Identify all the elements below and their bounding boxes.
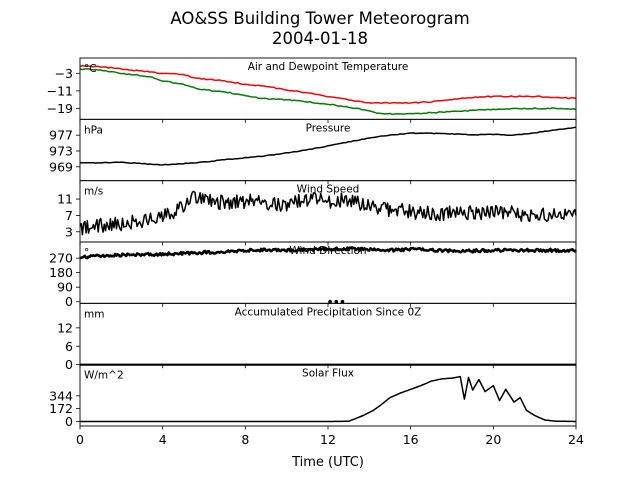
series-line-0: [79, 190, 577, 236]
y-tick-label: 344: [49, 388, 73, 403]
y-tick-label: 11: [57, 192, 73, 207]
panel-unit: mm: [84, 308, 104, 320]
panel-unit: W/m^2: [84, 370, 124, 382]
y-tick-label: 3: [65, 224, 73, 239]
panel-unit: °: [84, 247, 89, 259]
figure-date: 2004-01-18: [272, 29, 368, 48]
panels: −3 −11 −19 Air and Dewpoint Temperature °C 97…: [47, 57, 584, 447]
panel-title: Pressure: [306, 122, 351, 134]
y-tick-label: 7: [65, 208, 73, 223]
y-tick-label: −3: [55, 66, 73, 81]
x-tick-label: 24: [568, 432, 584, 447]
panel-title: Wind Speed: [297, 184, 360, 196]
y-tick-label: 973: [49, 143, 73, 158]
y-tick-label: −19: [47, 101, 73, 116]
y-tick-label: −11: [47, 83, 73, 98]
y-tick-label: 977: [49, 128, 73, 143]
x-axis-label: Time (UTC): [291, 455, 364, 470]
x-tick-label: 0: [76, 432, 84, 447]
series-line-0: [79, 126, 577, 166]
panel-4: 12 6 0 Accumulated Precipitation Since 0Z mm: [57, 302, 577, 372]
panel-title: Accumulated Precipitation Since 0Z: [235, 306, 422, 318]
panel-0: −3 −11 −19 Air and Dewpoint Temperature °C: [47, 57, 577, 123]
panel-unit: hPa: [84, 124, 103, 136]
y-tick-label: 172: [49, 401, 73, 416]
panel-title: Air and Dewpoint Temperature: [248, 61, 409, 73]
data-point: [334, 299, 339, 304]
data-point: [340, 299, 345, 304]
y-tick-label: 0: [65, 414, 73, 429]
x-tick-label: 8: [241, 432, 249, 447]
panel-title: Wind Direction: [289, 245, 366, 257]
y-tick-label: 0: [65, 357, 73, 372]
series-line-0: [79, 65, 577, 105]
y-tick-label: 0: [65, 294, 73, 309]
panel-unit: °C: [84, 63, 97, 75]
x-tick-label: 4: [159, 432, 167, 447]
y-tick-label: 6: [65, 339, 73, 354]
panel-unit: m/s: [84, 186, 103, 198]
y-tick-label: 180: [49, 265, 73, 280]
y-tick-label: 90: [57, 280, 73, 295]
figure-title: AO&SS Building Tower Meteorogram: [170, 9, 469, 28]
y-tick-label: 270: [49, 251, 73, 266]
series-line-0: [79, 246, 577, 260]
series-line-0: [80, 375, 576, 423]
x-tick-label: 12: [320, 432, 336, 447]
x-tick-label: 20: [485, 432, 501, 447]
y-tick-label: 969: [49, 159, 73, 174]
panel-title: Solar Flux: [302, 368, 354, 380]
series-line-1: [79, 68, 577, 116]
y-tick-label: 12: [57, 320, 73, 335]
x-tick-label: 16: [403, 432, 419, 447]
data-point: [328, 299, 332, 304]
